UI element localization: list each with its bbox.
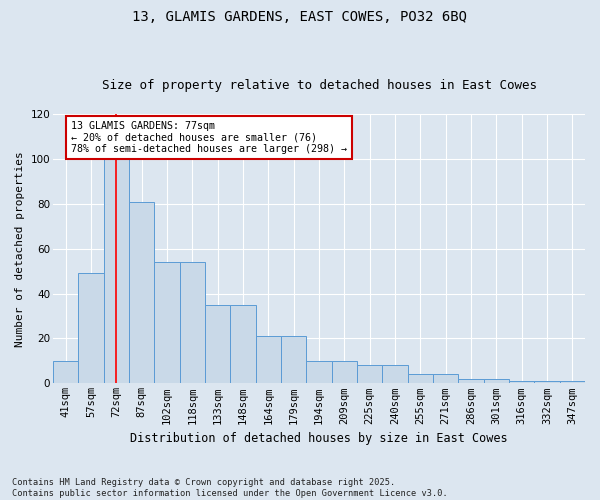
- Bar: [53, 361, 79, 384]
- Bar: [433, 374, 458, 384]
- Bar: [205, 305, 230, 384]
- Text: 13, GLAMIS GARDENS, EAST COWES, PO32 6BQ: 13, GLAMIS GARDENS, EAST COWES, PO32 6BQ: [133, 10, 467, 24]
- Bar: [407, 374, 433, 384]
- Bar: [154, 262, 180, 384]
- Bar: [180, 262, 205, 384]
- Bar: [129, 202, 154, 384]
- Bar: [256, 336, 281, 384]
- X-axis label: Distribution of detached houses by size in East Cowes: Distribution of detached houses by size …: [130, 432, 508, 445]
- Bar: [281, 336, 307, 384]
- Bar: [230, 305, 256, 384]
- Bar: [79, 274, 104, 384]
- Bar: [509, 381, 535, 384]
- Bar: [104, 159, 129, 384]
- Text: Contains HM Land Registry data © Crown copyright and database right 2025.
Contai: Contains HM Land Registry data © Crown c…: [12, 478, 448, 498]
- Bar: [560, 381, 585, 384]
- Bar: [307, 361, 332, 384]
- Bar: [357, 366, 382, 384]
- Bar: [332, 361, 357, 384]
- Bar: [484, 379, 509, 384]
- Bar: [535, 381, 560, 384]
- Title: Size of property relative to detached houses in East Cowes: Size of property relative to detached ho…: [101, 79, 536, 92]
- Bar: [382, 366, 407, 384]
- Bar: [458, 379, 484, 384]
- Text: 13 GLAMIS GARDENS: 77sqm
← 20% of detached houses are smaller (76)
78% of semi-d: 13 GLAMIS GARDENS: 77sqm ← 20% of detach…: [71, 120, 347, 154]
- Y-axis label: Number of detached properties: Number of detached properties: [15, 151, 25, 346]
